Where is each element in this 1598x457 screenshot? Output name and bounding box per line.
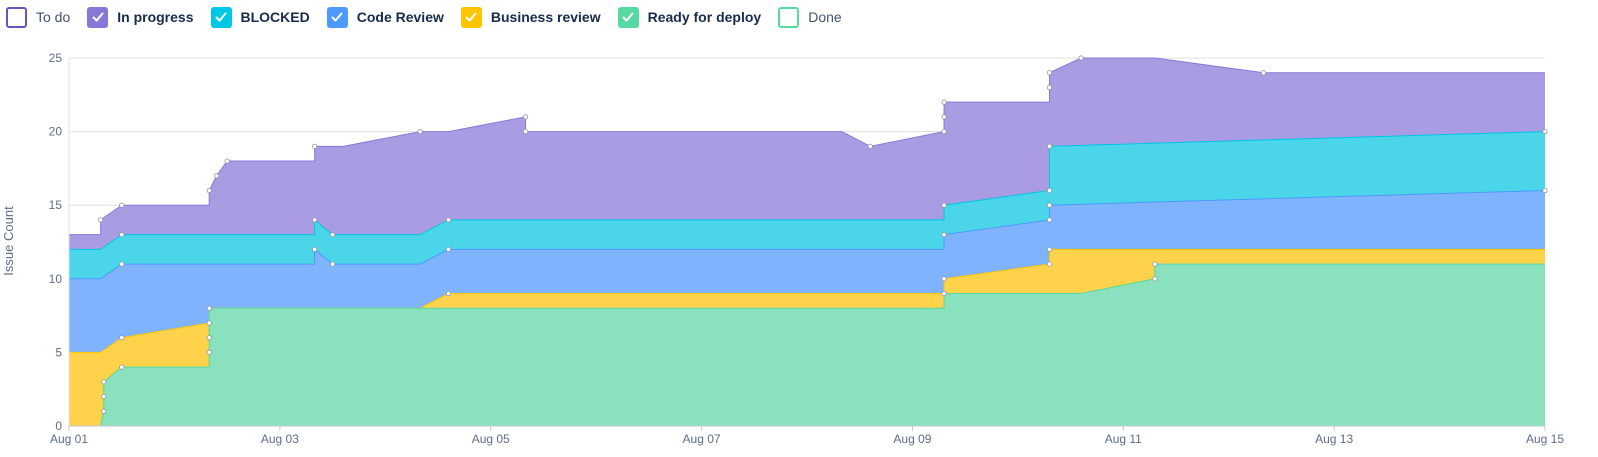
data-point[interactable] <box>98 217 104 223</box>
legend-label: BLOCKED <box>240 9 310 25</box>
data-point[interactable] <box>941 99 947 105</box>
data-point[interactable] <box>941 276 947 282</box>
axes: 0 5 10 15 20 25 Aug 01 Aug 03 Aug 05 Aug 07 Aug 09… <box>49 51 1565 446</box>
data-point[interactable] <box>1260 70 1267 76</box>
checkbox-checked-icon[interactable] <box>87 6 109 28</box>
checkbox-checked-icon[interactable] <box>460 6 482 28</box>
data-point[interactable] <box>941 232 947 238</box>
stacked-areas <box>69 57 1546 427</box>
data-point[interactable] <box>941 114 947 120</box>
data-point[interactable] <box>224 158 230 164</box>
legend-label: Code Review <box>356 9 444 25</box>
x-tick-label: Aug 11 <box>1105 432 1142 446</box>
data-point[interactable] <box>119 232 125 238</box>
legend-item-codereview[interactable]: Code Review <box>326 6 444 28</box>
y-tick-label: 0 <box>55 419 62 433</box>
legend-item-blocked[interactable]: BLOCKED <box>210 6 310 28</box>
x-tick-label: Aug 07 <box>683 432 721 446</box>
data-point[interactable] <box>1542 187 1548 194</box>
checkbox-empty-icon[interactable] <box>778 6 800 28</box>
legend-item-todo[interactable]: To do <box>6 6 71 28</box>
data-point[interactable] <box>941 202 947 208</box>
data-point[interactable] <box>445 246 452 252</box>
x-tick-label: Aug 01 <box>50 432 88 446</box>
x-tick-label: Aug 03 <box>261 432 299 446</box>
y-axis-title: Issue Count <box>1 206 16 276</box>
data-point[interactable] <box>1152 261 1158 267</box>
y-tick-label: 25 <box>49 51 63 65</box>
legend-label: Done <box>808 9 842 25</box>
data-point[interactable] <box>206 349 212 355</box>
legend-item-inprogress[interactable]: In progress <box>87 6 194 28</box>
data-point[interactable] <box>522 114 529 120</box>
data-point[interactable] <box>417 129 423 135</box>
data-point[interactable] <box>312 217 318 223</box>
data-point[interactable] <box>119 202 125 208</box>
data-point[interactable] <box>101 408 107 414</box>
checkbox-checked-icon[interactable] <box>617 6 639 28</box>
x-tick-label: Aug 13 <box>1315 432 1353 446</box>
data-point[interactable] <box>206 335 212 341</box>
legend-label: Business review <box>490 9 601 25</box>
data-point[interactable] <box>1152 276 1158 282</box>
data-point[interactable] <box>1046 143 1053 149</box>
legend-label: In progress <box>117 9 194 25</box>
data-point[interactable] <box>1046 261 1053 267</box>
data-point[interactable] <box>1078 55 1084 61</box>
data-point[interactable] <box>119 261 125 267</box>
y-tick-label: 15 <box>49 198 63 212</box>
chart-legend: To do In progress BLOCKED Code Review Busine… <box>6 5 859 29</box>
data-point[interactable] <box>1046 246 1053 252</box>
data-point[interactable] <box>119 335 125 341</box>
x-tick-label: Aug 15 <box>1526 432 1564 446</box>
data-point[interactable] <box>329 261 336 267</box>
checkbox-checked-icon[interactable] <box>210 6 232 28</box>
x-tick-label: Aug 05 <box>472 432 510 446</box>
legend-label: Ready for deploy <box>647 9 762 25</box>
legend-item-businessreview[interactable]: Business review <box>460 6 601 28</box>
y-tick-label: 5 <box>55 345 62 359</box>
data-point[interactable] <box>941 129 947 135</box>
data-point[interactable] <box>312 246 318 252</box>
data-point[interactable] <box>867 143 873 149</box>
data-point[interactable] <box>522 129 529 135</box>
data-point[interactable] <box>206 320 212 326</box>
data-point[interactable] <box>1046 84 1053 91</box>
data-point[interactable] <box>101 379 107 385</box>
data-point[interactable] <box>445 290 452 297</box>
checkbox-checked-icon[interactable] <box>326 6 348 28</box>
data-point[interactable] <box>206 305 212 311</box>
checkbox-empty-icon[interactable] <box>6 6 27 28</box>
data-point[interactable] <box>312 143 318 149</box>
data-point[interactable] <box>445 217 452 223</box>
data-points <box>98 55 1548 414</box>
data-point[interactable] <box>1542 129 1548 135</box>
data-point[interactable] <box>119 364 125 370</box>
legend-item-readyfordeploy[interactable]: Ready for deploy <box>617 6 762 28</box>
x-tick-label: Aug 09 <box>893 432 931 446</box>
data-point[interactable] <box>1046 70 1053 76</box>
data-point[interactable] <box>329 232 336 238</box>
data-point[interactable] <box>1046 202 1053 208</box>
data-point[interactable] <box>206 187 212 194</box>
area-ready-for-deploy[interactable] <box>69 264 1545 426</box>
data-point[interactable] <box>214 173 220 179</box>
legend-item-done[interactable]: Done <box>778 6 842 28</box>
data-point[interactable] <box>1046 217 1053 223</box>
data-point[interactable] <box>1046 187 1053 194</box>
y-tick-label: 20 <box>49 125 63 139</box>
y-tick-label: 10 <box>49 272 63 286</box>
data-point[interactable] <box>941 290 947 297</box>
legend-label: To do <box>36 9 71 25</box>
data-point[interactable] <box>101 393 107 400</box>
